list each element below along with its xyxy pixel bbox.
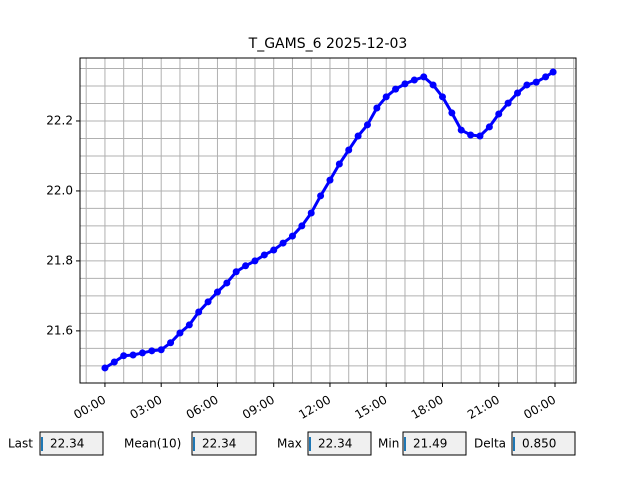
data-point	[317, 192, 325, 200]
y-tick-label: 22.2	[46, 113, 73, 127]
data-point	[279, 239, 287, 247]
data-point	[185, 321, 193, 329]
data-point	[382, 93, 390, 101]
data-point	[110, 358, 118, 366]
data-point	[326, 176, 334, 184]
y-tick-label: 22.0	[46, 183, 73, 197]
data-point	[335, 160, 343, 168]
x-tick-label: 00:00	[71, 393, 108, 422]
data-point	[260, 251, 268, 259]
data-point	[429, 81, 437, 89]
x-tick-label: 21:00	[465, 393, 502, 422]
data-point	[223, 279, 231, 287]
x-tick-label: 15:00	[353, 393, 390, 422]
data-point	[485, 123, 493, 131]
data-point	[532, 78, 540, 86]
data-point	[270, 246, 278, 254]
y-tick-label: 21.6	[46, 323, 73, 337]
widget-value: 22.34	[318, 437, 352, 451]
plot-frame	[79, 57, 577, 384]
data-point	[232, 268, 240, 276]
data-point	[354, 132, 362, 140]
widget-label: Delta	[474, 437, 506, 451]
data-point	[392, 85, 400, 93]
data-point	[101, 364, 109, 372]
widget-value: 21.49	[413, 437, 447, 451]
data-point	[176, 329, 184, 337]
data-point	[120, 352, 128, 360]
data-point	[448, 109, 456, 117]
x-tick-label: 00:00	[521, 393, 558, 422]
x-tick-label: 06:00	[184, 393, 221, 422]
widget-label: Max	[277, 437, 302, 451]
widget-value: 22.34	[50, 437, 84, 451]
text-box[interactable]	[307, 431, 372, 456]
data-point	[467, 131, 475, 139]
widget-label: Mean(10)	[124, 437, 181, 451]
widget-label: Last	[8, 437, 33, 451]
widget-label: Min	[378, 437, 399, 451]
data-point	[167, 339, 175, 347]
data-point	[476, 132, 484, 140]
data-point	[157, 346, 165, 354]
data-point	[345, 146, 353, 154]
data-point	[420, 73, 428, 81]
data-point	[204, 298, 212, 306]
data-point	[438, 93, 446, 101]
data-point	[288, 232, 296, 240]
data-point	[242, 262, 250, 270]
x-tick-label: 12:00	[296, 393, 333, 422]
data-point	[251, 257, 259, 265]
text-box[interactable]	[402, 431, 467, 456]
data-point	[138, 349, 146, 357]
data-point	[549, 68, 557, 76]
data-point	[363, 121, 371, 129]
data-point	[129, 351, 137, 359]
data-point	[513, 89, 521, 97]
data-point	[523, 81, 531, 89]
data-point	[307, 209, 315, 217]
widget-value: 0.850	[522, 437, 556, 451]
widget-value: 22.34	[202, 437, 236, 451]
data-point	[504, 99, 512, 107]
chart-title: T_GAMS_6 2025-12-03	[248, 36, 408, 52]
x-tick-label: 09:00	[240, 393, 277, 422]
text-box[interactable]	[39, 431, 104, 456]
data-point	[195, 308, 203, 316]
data-point	[213, 288, 221, 296]
y-tick-label: 21.8	[46, 253, 73, 267]
data-point	[298, 222, 306, 230]
data-point	[410, 76, 418, 84]
text-box[interactable]	[191, 431, 257, 456]
text-box[interactable]	[511, 431, 576, 456]
x-tick-label: 18:00	[409, 393, 446, 422]
data-line	[104, 70, 554, 370]
data-point	[457, 126, 465, 134]
data-point	[495, 110, 503, 118]
x-tick-label: 03:00	[127, 393, 164, 422]
data-point	[373, 104, 381, 112]
data-point	[542, 73, 550, 81]
data-point	[148, 347, 156, 355]
data-point	[401, 80, 409, 88]
